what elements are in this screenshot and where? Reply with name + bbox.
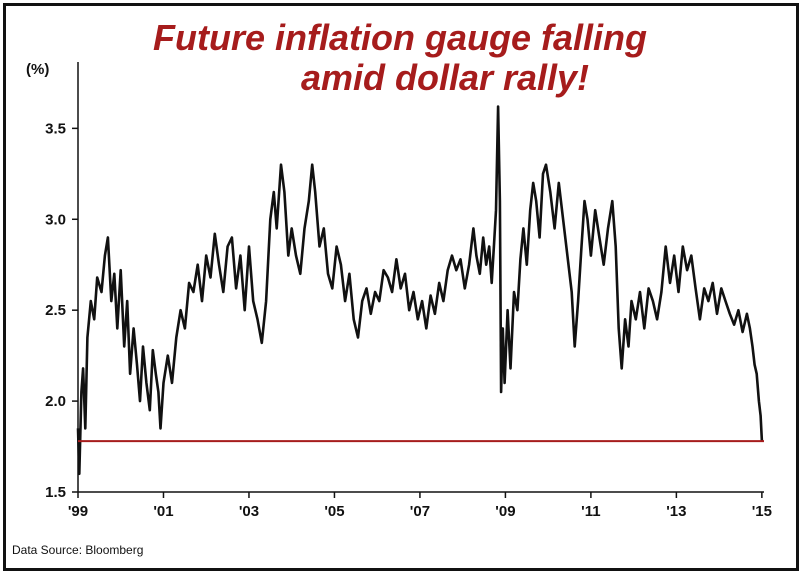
series-line (76, 105, 764, 476)
chart-title-line-2: amid dollar rally! (300, 57, 590, 98)
y-tick-label: 2.0 (45, 393, 66, 410)
data-source-note: Data Source: Bloomberg (12, 543, 144, 557)
x-tick-label: '99 (68, 503, 88, 520)
y-tick-label: 3.5 (45, 120, 66, 137)
y-tick-label: 3.0 (45, 211, 66, 228)
y-tick-labels: 1.5 2.0 2.5 3.0 3.5 (45, 120, 66, 501)
x-tick-label: '03 (239, 503, 259, 520)
x-tick-label: '05 (324, 503, 344, 520)
x-tick-label: '15 (752, 503, 772, 520)
x-tick-label: '09 (495, 503, 515, 520)
x-tick-label: '01 (153, 503, 173, 520)
series-group (76, 105, 764, 476)
x-tick-label: '07 (410, 503, 430, 520)
chart-title-line-1: Future inflation gauge falling (153, 17, 647, 58)
x-tick-label: '11 (581, 503, 600, 520)
y-tick-label: 2.5 (45, 302, 66, 319)
x-tick-label: '13 (666, 503, 686, 520)
x-tick-labels: '99 '01 '03 '05 '07 '09 '11 '13 '15 (68, 503, 772, 520)
y-axis-unit-label: (%) (26, 61, 50, 78)
y-tick-label: 1.5 (45, 484, 66, 501)
chart-axes (72, 62, 764, 498)
